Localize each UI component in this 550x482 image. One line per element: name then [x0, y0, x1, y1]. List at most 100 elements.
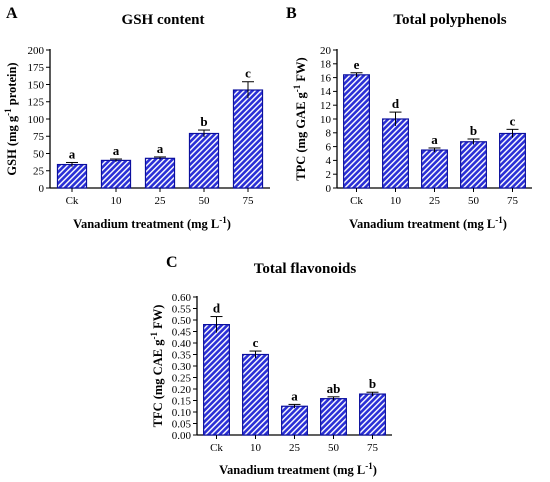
panel-letter: B — [286, 5, 297, 22]
y-tick-label: 0.20 — [172, 384, 192, 396]
y-tick-label: 0.30 — [172, 361, 192, 373]
y-tick-label: 0 — [39, 183, 45, 195]
y-tick-label: 0.45 — [172, 326, 192, 338]
significance-label: d — [213, 301, 221, 316]
significance-label: a — [69, 146, 76, 161]
y-axis-label: GSH (mg g-1 protein) — [3, 62, 19, 175]
significance-label: a — [157, 141, 164, 156]
bar — [203, 324, 230, 436]
y-tick-label: 75 — [33, 131, 45, 143]
y-tick-label: 20 — [320, 45, 332, 57]
x-tick-label: Ck — [350, 195, 363, 207]
y-tick-label: 100 — [28, 114, 45, 126]
y-axis-label: TFC (mg CAE g-1 FW) — [149, 305, 165, 428]
x-axis-label-end: ) — [373, 463, 377, 477]
bar — [421, 149, 448, 189]
y-tick-label: 14 — [320, 86, 332, 98]
y-tick-label: 200 — [28, 45, 45, 57]
y-axis-label-sup: -1 — [3, 108, 13, 116]
x-tick-label: 75 — [243, 195, 255, 207]
x-tick-label: 50 — [328, 442, 340, 454]
x-axis-label-end: ) — [227, 217, 231, 231]
bar — [499, 132, 526, 189]
y-tick-label: 0.60 — [172, 292, 192, 304]
x-axis-label-main: Vanadium treatment (mg L — [349, 217, 495, 231]
x-axis-label: Vanadium treatment (mg L-1) — [219, 461, 377, 477]
y-tick-label: 18 — [320, 59, 332, 71]
panel-letter: A — [6, 5, 18, 22]
panel-letter: C — [166, 254, 178, 271]
chart-title: Total polyphenols — [393, 12, 506, 28]
chart-a: A GSH content 0 25 50 75 100 125 150 175 200 a Ck a 10… — [3, 5, 270, 231]
y-tick-label: 25 — [33, 166, 45, 178]
bar — [320, 398, 347, 436]
y-tick-label: 0.35 — [172, 349, 192, 361]
y-tick-label: 8 — [326, 128, 332, 140]
chart-c: C Total flavonoids 0.000.050.100.150.200.2… — [149, 254, 392, 477]
y-axis-label-main: GSH (mg g — [5, 115, 19, 175]
significance-label: b — [200, 114, 207, 129]
y-axis-label-end: FW) — [294, 57, 308, 84]
x-tick-label: Ck — [210, 442, 223, 454]
significance-label: c — [245, 66, 251, 81]
y-tick-label: 0.05 — [172, 418, 192, 430]
y-tick-label: 150 — [28, 79, 45, 91]
y-axis-label-end: FW) — [151, 305, 165, 332]
significance-label: e — [354, 57, 360, 72]
x-tick-label: 25 — [429, 195, 441, 207]
charts-container: A GSH content0255075100125150175200aCka10… — [3, 5, 532, 477]
bar — [100, 159, 132, 189]
y-tick-label: 125 — [28, 97, 45, 109]
y-tick-label: 0.10 — [172, 407, 192, 419]
bar — [460, 141, 487, 189]
x-axis-label-sup: -1 — [495, 215, 503, 225]
x-tick-label: 75 — [367, 442, 379, 454]
y-tick-label: 16 — [320, 72, 332, 84]
y-tick-label: 0.25 — [172, 372, 192, 384]
x-tick-label: 10 — [111, 195, 123, 207]
y-tick-label: 0.00 — [172, 430, 192, 442]
y-tick-label: 4 — [326, 155, 332, 167]
x-axis-label: Vanadium treatment (mg L-1) — [349, 215, 507, 231]
significance-label: c — [253, 335, 259, 350]
chart-title: Total flavonoids — [254, 261, 357, 277]
x-axis-label-main: Vanadium treatment (mg L — [73, 217, 219, 231]
significance-label: b — [470, 123, 477, 138]
y-tick-label: 0 — [326, 183, 332, 195]
y-tick-label: 0.40 — [172, 338, 192, 350]
bar — [242, 353, 269, 436]
chart-title: GSH content — [122, 12, 205, 28]
y-axis-label-main: TPC (mg GAE g — [294, 91, 308, 180]
x-axis-label-end: ) — [503, 217, 507, 231]
bar — [144, 157, 176, 189]
y-tick-label: 12 — [320, 100, 331, 112]
x-axis-label: Vanadium treatment (mg L-1) — [73, 215, 231, 231]
x-tick-label: 10 — [390, 195, 402, 207]
significance-label: a — [113, 143, 120, 158]
y-tick-label: 0.50 — [172, 315, 192, 327]
y-axis-label-main: TFC (mg CAE g — [151, 339, 165, 428]
bar — [359, 393, 386, 436]
y-axis-label: TPC (mg GAE g-1 FW) — [292, 57, 308, 180]
x-tick-label: 10 — [250, 442, 262, 454]
x-tick-label: 25 — [155, 195, 167, 207]
y-tick-label: 10 — [320, 114, 332, 126]
y-tick-label: 50 — [33, 148, 45, 160]
x-axis-label-sup: -1 — [365, 461, 373, 471]
x-tick-label: 50 — [199, 195, 211, 207]
significance-label: b — [369, 376, 376, 391]
bar — [232, 89, 264, 189]
y-axis-label-sup: -1 — [292, 84, 302, 92]
y-tick-label: 175 — [28, 62, 45, 74]
bar — [56, 163, 88, 189]
x-axis-label-sup: -1 — [219, 215, 227, 225]
y-axis-label-end: protein) — [5, 62, 19, 108]
x-tick-label: 50 — [468, 195, 480, 207]
x-tick-label: 25 — [289, 442, 301, 454]
y-tick-label: 0.15 — [172, 395, 192, 407]
x-tick-label: Ck — [66, 195, 79, 207]
bar — [281, 405, 308, 436]
y-tick-label: 0.55 — [172, 303, 192, 315]
